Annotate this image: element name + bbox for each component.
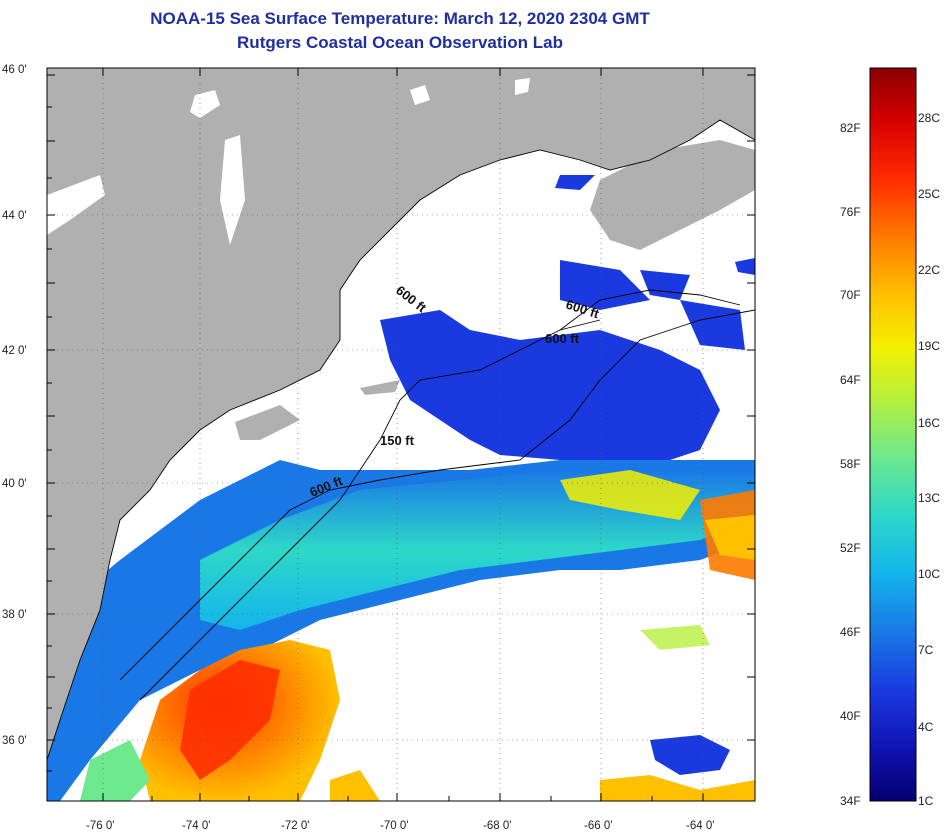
colorbar-f-label: 64F <box>840 373 861 387</box>
lon-label: -70 0' <box>380 820 408 832</box>
colorbar-f-label: 52F <box>840 541 861 555</box>
colorbar-c-label: 19C <box>918 339 940 353</box>
colorbar-c-label: 10C <box>918 567 940 581</box>
colorbar-c-label: 16C <box>918 416 940 430</box>
colorbar-f-label: 46F <box>840 625 861 639</box>
colorbar-c-label: 7C <box>918 643 934 657</box>
colorbar-c-label: 25C <box>918 187 940 201</box>
map-border <box>46 67 756 802</box>
lat-label: 42 0' <box>2 345 27 357</box>
colorbar-f-label: 82F <box>840 121 861 135</box>
colorbar-f-label: 58F <box>840 457 861 471</box>
lat-label: 40 0' <box>2 478 27 490</box>
colorbar-c-label: 28C <box>918 111 940 125</box>
sst-field <box>47 175 755 801</box>
map-title: NOAA-15 Sea Surface Temperature: March 1… <box>150 9 650 28</box>
longitude-labels: -76 0' -74 0' -72 0' -70 0' -68 0' -66 0… <box>86 820 714 832</box>
colorbar-c-label: 22C <box>918 263 940 277</box>
coastline <box>47 119 755 761</box>
colorbar-f-label: 40F <box>840 709 861 723</box>
land <box>47 68 755 760</box>
contour-label-150ft: 150 ft <box>380 433 415 448</box>
axis-ticks <box>47 68 755 801</box>
colorbar-c-label: 4C <box>918 720 934 734</box>
map-subtitle: Rutgers Coastal Ocean Observation Lab <box>237 33 563 52</box>
lon-label: -72 0' <box>281 820 309 832</box>
colorbar-fahrenheit-labels: 82F 76F 70F 64F 58F 52F 46F 40F 34F <box>840 121 861 808</box>
lat-label: 46 0' <box>2 64 27 76</box>
lon-label: -76 0' <box>86 820 114 832</box>
colorbar-celsius-labels: 28C 25C 22C 19C 16C 13C 10C 7C 4C 1C <box>918 111 940 808</box>
bathymetry-contours <box>119 289 755 701</box>
colorbar-f-label: 34F <box>840 794 861 808</box>
colorbar-f-label: 76F <box>840 205 861 219</box>
colorbar-c-label: 13C <box>918 491 940 505</box>
colorbar-f-label: 70F <box>840 288 861 302</box>
lon-label: -64 0' <box>686 820 714 832</box>
lat-label: 38 0' <box>2 609 27 621</box>
lat-label: 44 0' <box>2 210 27 222</box>
colorbar-gradient <box>869 67 917 802</box>
colorbar-c-label: 1C <box>918 794 934 808</box>
colorbar: 82F 76F 70F 64F 58F 52F 46F 40F 34F 28C … <box>840 67 940 808</box>
lat-label: 36 0' <box>2 735 27 747</box>
lakes <box>47 78 530 245</box>
latitude-labels: 46 0' 44 0' 42 0' 40 0' 38 0' 36 0' <box>2 64 27 747</box>
contour-label-600ft-c: 600 ft <box>545 331 580 346</box>
lon-label: -68 0' <box>483 820 511 832</box>
lon-label: -66 0' <box>584 820 612 832</box>
graticule <box>47 68 755 801</box>
lon-label: -74 0' <box>182 820 210 832</box>
